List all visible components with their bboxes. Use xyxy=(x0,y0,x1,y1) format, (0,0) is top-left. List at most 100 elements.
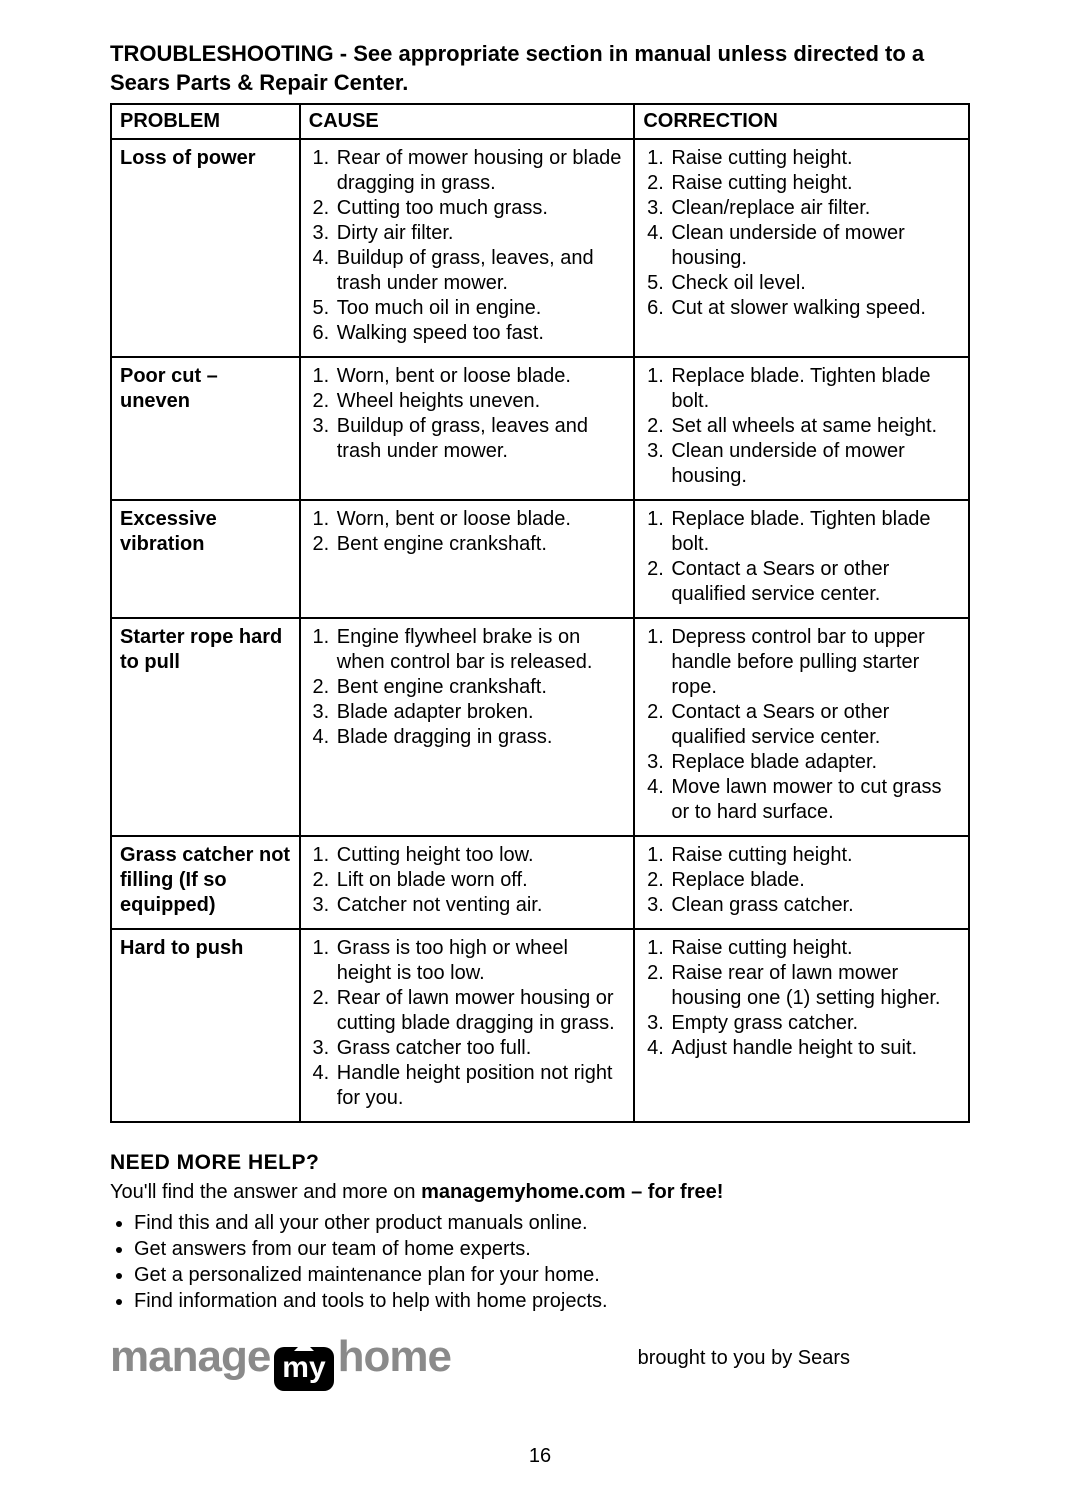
cause-list: Worn, bent or loose blade.Wheel heights … xyxy=(309,364,626,464)
cause-item: Worn, bent or loose blade. xyxy=(335,364,626,389)
page-title: TROUBLESHOOTING - See appropriate sectio… xyxy=(110,40,970,97)
correction-item: Empty grass catcher. xyxy=(669,1011,960,1036)
cause-list: Worn, bent or loose blade.Bent engine cr… xyxy=(309,507,626,557)
cause-item: Lift on blade worn off. xyxy=(335,868,626,893)
cause-list: Cutting height too low.Lift on blade wor… xyxy=(309,843,626,918)
cause-item: Buildup of grass, leaves and trash under… xyxy=(335,414,626,464)
cause-item: Walking speed too fast. xyxy=(335,321,626,346)
correction-list: Replace blade. Tighten blade bolt.Set al… xyxy=(643,364,960,489)
cause-cell: Grass is too high or wheel height is too… xyxy=(300,929,635,1122)
cause-item: Cutting height too low. xyxy=(335,843,626,868)
cause-cell: Worn, bent or loose blade.Wheel heights … xyxy=(300,357,635,500)
cause-cell: Worn, bent or loose blade.Bent engine cr… xyxy=(300,500,635,618)
problem-cell: Poor cut – uneven xyxy=(111,357,300,500)
correction-list: Depress control bar to upper handle befo… xyxy=(643,625,960,825)
logo-row: manage my home brought to you by Sears xyxy=(110,1332,970,1385)
correction-list: Replace blade. Tighten blade bolt.Contac… xyxy=(643,507,960,607)
table-header-row: PROBLEM CAUSE CORRECTION xyxy=(111,104,969,139)
correction-item: Replace blade. Tighten blade bolt. xyxy=(669,507,960,557)
cause-list: Rear of mower housing or blade dragging … xyxy=(309,146,626,346)
correction-cell: Replace blade. Tighten blade bolt.Set al… xyxy=(634,357,969,500)
help-subtext: You'll find the answer and more on manag… xyxy=(110,1181,970,1204)
help-bullet: Find information and tools to help with … xyxy=(134,1288,970,1314)
help-bullet: Get a personalized maintenance plan for … xyxy=(134,1262,970,1288)
cause-list: Grass is too high or wheel height is too… xyxy=(309,936,626,1111)
problem-label: Excessive vibration xyxy=(120,508,217,555)
house-icon xyxy=(294,1341,314,1351)
cause-item: Rear of lawn mower housing or cutting bl… xyxy=(335,986,626,1036)
cause-item: Handle height position not right for you… xyxy=(335,1061,626,1111)
header-correction: CORRECTION xyxy=(634,104,969,139)
managemyhome-logo: manage my home xyxy=(110,1332,451,1385)
problem-label: Poor cut – uneven xyxy=(120,365,218,412)
correction-item: Replace blade adapter. xyxy=(669,750,960,775)
table-row: Grass catcher not filling (If so equippe… xyxy=(111,836,969,929)
cause-cell: Rear of mower housing or blade dragging … xyxy=(300,139,635,357)
brought-by: brought to you by Sears xyxy=(638,1347,970,1370)
correction-item: Clean underside of mower housing. xyxy=(669,439,960,489)
table-row: Excessive vibration Worn, bent or loose b… xyxy=(111,500,969,618)
cause-list: Engine flywheel brake is on when control… xyxy=(309,625,626,750)
cause-item: Too much oil in engine. xyxy=(335,296,626,321)
correction-item: Contact a Sears or other qualified servi… xyxy=(669,700,960,750)
table-row: Hard to push Grass is too high or wheel h… xyxy=(111,929,969,1122)
correction-item: Raise cutting height. xyxy=(669,843,960,868)
cause-item: Worn, bent or loose blade. xyxy=(335,507,626,532)
logo-word-manage: manage xyxy=(110,1332,270,1382)
help-bullet: Find this and all your other product man… xyxy=(134,1210,970,1236)
logo-word-home: home xyxy=(338,1332,451,1382)
problem-cell: Loss of power xyxy=(111,139,300,357)
correction-item: Clean/replace air filter. xyxy=(669,196,960,221)
problem-cell: Hard to push xyxy=(111,929,300,1122)
correction-item: Set all wheels at same height. xyxy=(669,414,960,439)
table-row: Starter rope hard to pull Engine flywheel… xyxy=(111,618,969,836)
manual-page: TROUBLESHOOTING - See appropriate sectio… xyxy=(0,0,1080,1498)
cause-item: Wheel heights uneven. xyxy=(335,389,626,414)
help-bullets: Find this and all your other product man… xyxy=(110,1210,970,1314)
help-bullet: Get answers from our team of home expert… xyxy=(134,1236,970,1262)
cause-item: Grass is too high or wheel height is too… xyxy=(335,936,626,986)
correction-item: Adjust handle height to suit. xyxy=(669,1036,960,1061)
problem-label: Starter rope hard to pull xyxy=(120,626,282,673)
correction-item: Clean underside of mower housing. xyxy=(669,221,960,271)
correction-item: Clean grass catcher. xyxy=(669,893,960,918)
cause-item: Blade dragging in grass. xyxy=(335,725,626,750)
correction-cell: Raise cutting height.Raise rear of lawn … xyxy=(634,929,969,1122)
cause-item: Catcher not venting air. xyxy=(335,893,626,918)
correction-item: Raise cutting height. xyxy=(669,146,960,171)
correction-item: Cut at slower walking speed. xyxy=(669,296,960,321)
correction-item: Check oil level. xyxy=(669,271,960,296)
cause-item: Dirty air filter. xyxy=(335,221,626,246)
correction-item: Raise cutting height. xyxy=(669,171,960,196)
table-row: Poor cut – uneven Worn, bent or loose bla… xyxy=(111,357,969,500)
header-cause: CAUSE xyxy=(300,104,635,139)
cause-item: Blade adapter broken. xyxy=(335,700,626,725)
problem-cell: Excessive vibration xyxy=(111,500,300,618)
cause-cell: Engine flywheel brake is on when control… xyxy=(300,618,635,836)
correction-list: Raise cutting height.Raise rear of lawn … xyxy=(643,936,960,1061)
correction-cell: Raise cutting height.Raise cutting heigh… xyxy=(634,139,969,357)
header-problem: PROBLEM xyxy=(111,104,300,139)
correction-item: Contact a Sears or other qualified servi… xyxy=(669,557,960,607)
page-number: 16 xyxy=(110,1445,970,1468)
cause-item: Grass catcher too full. xyxy=(335,1036,626,1061)
problem-label: Grass catcher not filling (If so equippe… xyxy=(120,844,290,916)
help-sub-pre: You'll find the answer and more on xyxy=(110,1181,421,1203)
correction-cell: Raise cutting height.Replace blade.Clean… xyxy=(634,836,969,929)
correction-item: Replace blade. xyxy=(669,868,960,893)
cause-item: Engine flywheel brake is on when control… xyxy=(335,625,626,675)
correction-list: Raise cutting height.Replace blade.Clean… xyxy=(643,843,960,918)
problem-cell: Grass catcher not filling (If so equippe… xyxy=(111,836,300,929)
cause-cell: Cutting height too low.Lift on blade wor… xyxy=(300,836,635,929)
help-heading: NEED MORE HELP? xyxy=(110,1151,970,1175)
correction-item: Move lawn mower to cut grass or to hard … xyxy=(669,775,960,825)
logo-word-my: my xyxy=(282,1353,325,1383)
problem-label: Hard to push xyxy=(120,937,243,959)
logo-pill: my xyxy=(274,1347,333,1391)
correction-cell: Depress control bar to upper handle befo… xyxy=(634,618,969,836)
cause-item: Bent engine crankshaft. xyxy=(335,675,626,700)
table-row: Loss of powerRear of mower housing or bl… xyxy=(111,139,969,357)
correction-cell: Replace blade. Tighten blade bolt.Contac… xyxy=(634,500,969,618)
correction-item: Raise cutting height. xyxy=(669,936,960,961)
correction-item: Depress control bar to upper handle befo… xyxy=(669,625,960,700)
